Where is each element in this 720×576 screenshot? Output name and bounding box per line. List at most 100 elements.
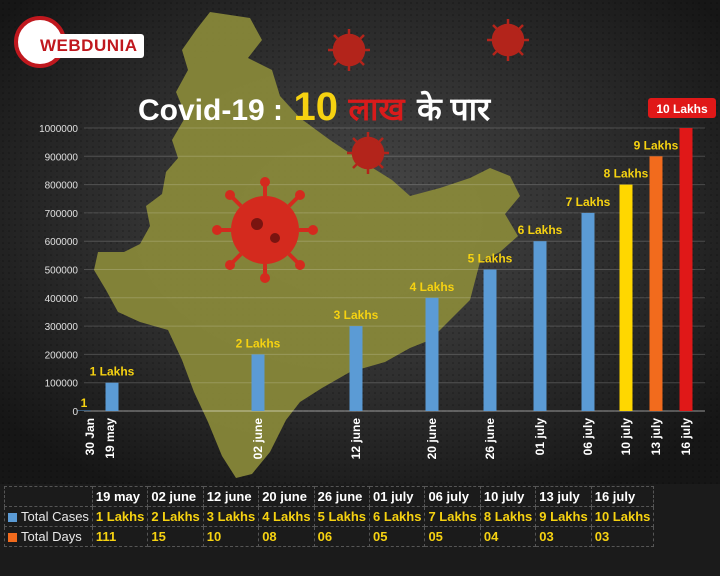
table-cell: 15 [147, 526, 204, 547]
table-corner-cell [4, 486, 93, 507]
bar [483, 269, 497, 411]
bar [77, 410, 91, 411]
table-header-cell: 02 june [147, 486, 204, 507]
table-cell: 4 Lakhs [258, 506, 315, 527]
bar-data-label: 7 Lakhs [566, 195, 611, 209]
data-table: 19 may 02 june 12 june 20 june 26 june 0… [0, 484, 720, 576]
table-cell: 05 [424, 526, 481, 547]
bar-data-label: 5 Lakhs [468, 252, 513, 266]
bar-data-label: 9 Lakhs [634, 138, 679, 152]
bar-data-label: 6 Lakhs [518, 223, 563, 237]
x-tick-label: 02 june [251, 418, 265, 460]
gridlines [84, 127, 705, 412]
bar [619, 184, 633, 411]
table-row-total-cases: Total Cases 1 Lakhs 2 Lakhs 3 Lakhs 4 La… [4, 506, 655, 527]
x-tick-label: 10 july [619, 418, 633, 456]
india-map-silhouette [94, 12, 520, 478]
table-row-total-days: Total Days 111 15 10 08 06 05 05 04 03 0… [4, 526, 655, 547]
bar [105, 382, 119, 411]
virus-icon-large [212, 177, 318, 283]
bar [251, 354, 265, 411]
x-axis-labels: 30 Jan 19 may 02 june 12 june 20 june 26 june… [83, 418, 693, 460]
x-tick-label: 12 june [349, 418, 363, 460]
y-tick-label: 300000 [45, 322, 79, 333]
y-tick-label: 900000 [45, 152, 79, 163]
table-cell: 6 Lakhs [369, 506, 426, 527]
x-tick-label: 30 Jan [83, 418, 97, 455]
virus-icon-small-3 [347, 132, 389, 174]
webdunia-logo: WEBDUNIA [10, 10, 144, 68]
bar-data-label: 1 [81, 396, 88, 410]
bar [581, 212, 595, 411]
table-header-cell: 13 july [535, 486, 592, 507]
bar-data-label: 3 Lakhs [334, 308, 379, 322]
bar [533, 241, 547, 411]
row-label-total-cases: Total Cases [4, 506, 93, 527]
row-label-text: Total Cases [21, 509, 89, 524]
table-cell: 111 [91, 526, 149, 547]
table-cell: 1 Lakhs [91, 506, 149, 527]
y-tick-label: 1000000 [39, 124, 78, 135]
y-tick-label: 0 [72, 407, 78, 418]
table-cell: 5 Lakhs [313, 506, 371, 527]
bar-data-label: 10 Lakhs [656, 102, 708, 116]
bar-data-label: 1 Lakhs [90, 365, 135, 379]
bar [349, 326, 363, 411]
bar [425, 297, 439, 411]
table-header-cell: 16 july [590, 486, 655, 507]
title-part-covid: Covid-19 : [138, 94, 284, 127]
table-cell: 7 Lakhs [424, 506, 481, 527]
title-part-number: 10 [293, 85, 338, 129]
table-cell: 08 [258, 526, 315, 547]
table-cell: 05 [369, 526, 426, 547]
table-header-cell: 20 june [258, 486, 315, 507]
summary-table: 19 may 02 june 12 june 20 june 26 june 0… [4, 486, 655, 547]
legend-swatch-blue [8, 513, 17, 523]
table-cell: 2 Lakhs [147, 506, 204, 527]
table-cell: 9 Lakhs [535, 506, 592, 527]
bar-data-label: 4 Lakhs [410, 280, 455, 294]
virus-icon-small-2 [487, 19, 529, 61]
table-cell: 3 Lakhs [202, 506, 260, 527]
y-tick-label: 400000 [45, 294, 79, 305]
title-part-ke-paar: के पार [417, 91, 491, 127]
table-cell: 06 [313, 526, 371, 547]
title-part-lakh: लाख [348, 91, 405, 127]
table-cell: 10 Lakhs [590, 506, 655, 527]
table-cell: 03 [590, 526, 655, 547]
table-cell: 04 [479, 526, 537, 547]
table-header-row: 19 may 02 june 12 june 20 june 26 june 0… [4, 486, 655, 507]
table-cell: 03 [535, 526, 592, 547]
y-tick-label: 200000 [45, 350, 79, 361]
x-tick-label: 16 july [679, 418, 693, 456]
table-header-cell: 19 may [91, 486, 149, 507]
page-title: Covid-19 : 10 लाख के पार [138, 85, 490, 130]
bars: 1 1 Lakhs 2 Lakhs 3 Lakhs 4 Lakhs 5 Lakhs 6 La… [77, 98, 716, 411]
row-label-total-days: Total Days [4, 526, 93, 547]
table-header-cell: 12 june [202, 486, 260, 507]
bar-chart: 0 100000 200000 300000 400000 500000 600000 700… [0, 0, 720, 484]
table-header-cell: 06 july [424, 486, 481, 507]
bar-data-label: 2 Lakhs [236, 336, 281, 350]
x-tick-label: 20 june [425, 418, 439, 460]
x-tick-label: 19 may [103, 418, 117, 459]
bar-data-label: 8 Lakhs [604, 167, 649, 181]
x-tick-label: 26 june [483, 418, 497, 460]
x-tick-label: 06 july [581, 418, 595, 456]
logo-text: WEBDUNIA [34, 34, 144, 58]
bar [679, 128, 693, 411]
y-tick-label: 800000 [45, 181, 79, 192]
table-cell: 8 Lakhs [479, 506, 537, 527]
table-header-cell: 26 june [313, 486, 371, 507]
y-tick-label: 100000 [45, 379, 79, 390]
virus-icon-small-1 [328, 29, 370, 71]
bar [649, 156, 663, 411]
y-tick-label: 500000 [45, 266, 79, 277]
x-tick-label: 13 july [649, 418, 663, 456]
legend-swatch-orange [8, 533, 17, 543]
table-header-cell: 10 july [479, 486, 537, 507]
y-axis: 0 100000 200000 300000 400000 500000 600000 700… [39, 124, 705, 418]
table-cell: 10 [202, 526, 260, 547]
y-tick-label: 700000 [45, 209, 79, 220]
